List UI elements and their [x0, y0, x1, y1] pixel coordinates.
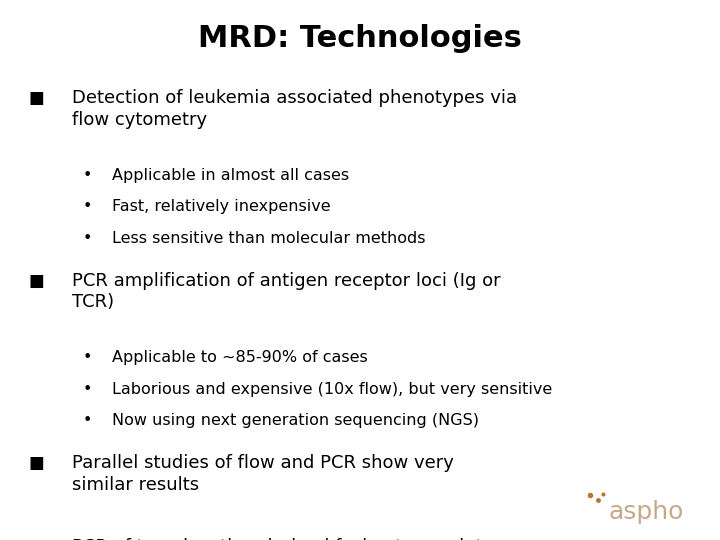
Text: Now using next generation sequencing (NGS): Now using next generation sequencing (NG… [112, 413, 479, 428]
Text: Less sensitive than molecular methods: Less sensitive than molecular methods [112, 231, 425, 246]
Text: ■: ■ [29, 538, 45, 540]
Text: •: • [83, 231, 92, 246]
Text: ■: ■ [29, 454, 45, 472]
Text: •: • [83, 382, 92, 397]
Text: MRD: Technologies: MRD: Technologies [198, 24, 522, 53]
Text: Parallel studies of flow and PCR show very
similar results: Parallel studies of flow and PCR show ve… [72, 454, 454, 494]
Text: PCR of translocation-derived fusion transcripts: PCR of translocation-derived fusion tran… [72, 538, 492, 540]
Text: ■: ■ [29, 272, 45, 289]
Text: •: • [83, 350, 92, 366]
Text: Laborious and expensive (10x flow), but very sensitive: Laborious and expensive (10x flow), but … [112, 382, 552, 397]
Text: •: • [83, 168, 92, 183]
Text: Applicable in almost all cases: Applicable in almost all cases [112, 168, 348, 183]
Text: ■: ■ [29, 89, 45, 107]
Text: aspho: aspho [608, 500, 684, 524]
Text: Applicable to ~85-90% of cases: Applicable to ~85-90% of cases [112, 350, 367, 366]
Text: Detection of leukemia associated phenotypes via
flow cytometry: Detection of leukemia associated phenoty… [72, 89, 517, 129]
Text: •: • [83, 199, 92, 214]
Text: •: • [83, 413, 92, 428]
Text: PCR amplification of antigen receptor loci (Ig or
TCR): PCR amplification of antigen receptor lo… [72, 272, 500, 311]
Text: Fast, relatively inexpensive: Fast, relatively inexpensive [112, 199, 330, 214]
